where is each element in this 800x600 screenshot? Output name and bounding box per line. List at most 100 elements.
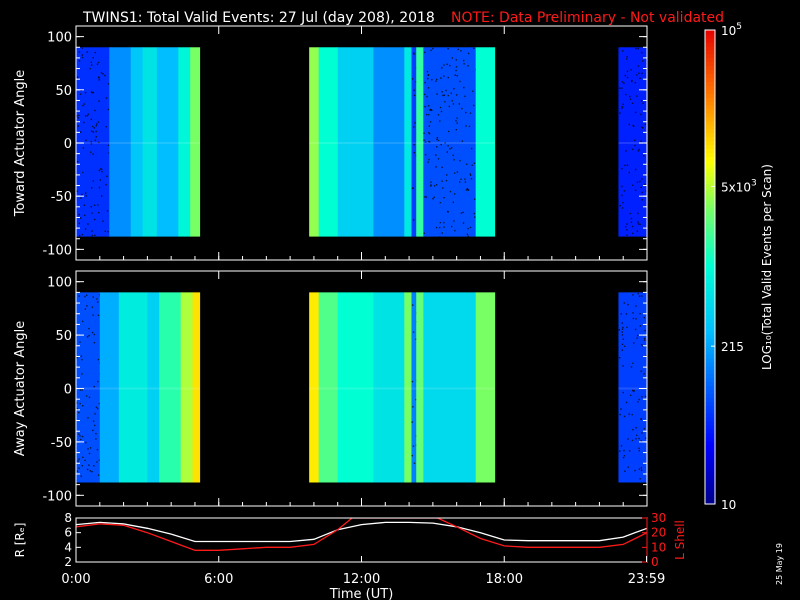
heatmap-speckle [631,439,634,442]
colorbar-step [705,492,715,497]
heatmap-speckle [465,189,468,191]
colorbar-step [705,85,715,90]
colorbar-step [705,409,715,414]
colorbar-step [705,393,715,398]
heatmap-speckle [101,195,103,197]
heatmap-speckle [428,133,431,135]
colorbar-step [705,476,715,481]
heatmap-speckle [91,331,94,334]
heatmap-speckle [447,76,449,79]
heatmap-speckle [80,131,82,133]
colorbar-step [705,93,715,98]
heatmap-speckle [643,337,646,340]
heatmap-speckle [104,74,106,77]
heatmap-speckle [466,233,469,236]
heatmap-speckle [440,77,442,79]
heatmap-column [416,47,424,237]
heatmap-speckle [644,329,646,332]
colorbar-step [705,180,715,185]
heatmap-speckle [424,154,427,156]
heatmap-speckle [99,179,101,181]
heatmap-speckle [624,74,627,77]
heatmap-speckle [424,51,426,54]
heatmap-speckle [81,464,83,467]
heatmap-speckle [630,217,633,220]
heatmap-speckle [81,373,83,375]
colorbar-step [705,33,715,39]
heatmap-speckle [631,413,633,416]
heatmap-speckle [439,106,442,109]
heatmap-speckle [427,161,429,163]
heatmap-speckle [643,427,645,430]
heatmap-speckle [452,201,455,203]
heatmap-speckle [95,136,97,138]
heatmap-speckle [440,143,442,146]
colorbar-step [705,472,715,477]
heatmap-speckle [631,80,633,83]
heatmap-speckle [632,317,635,320]
heatmap-speckle [445,89,447,92]
heatmap-speckle [637,212,639,215]
heatmap-speckle [631,225,634,228]
colorbar-step [705,428,715,434]
heatmap-speckle [435,226,438,229]
heatmap-speckle [635,111,637,114]
colorbar-step [705,188,715,193]
heatmap-speckle [90,141,92,143]
heatmap-speckle [639,223,641,226]
colorbar-step [705,109,715,114]
heatmap-speckle [465,163,468,165]
heatmap-speckle [78,234,81,237]
heatmap-speckle [622,456,625,459]
heatmap-speckle [455,128,457,131]
heatmap-speckle [77,125,79,127]
colorbar-step [705,105,715,110]
heatmap-speckle [625,150,627,152]
heatmap-column [76,292,101,483]
heatmap-column [618,47,648,237]
heatmap-speckle [415,81,417,83]
colorbar-step [705,152,715,157]
y-axis-label: Away Actuator Angle [13,321,28,456]
heatmap-speckle [430,184,432,186]
heatmap-column [309,292,320,483]
heatmap-speckle [95,130,97,133]
heatmap-speckle [453,220,455,222]
heatmap-speckle [626,76,629,79]
heatmap-speckle [624,164,626,167]
heatmap-speckle [638,447,640,450]
heatmap-speckle [81,435,84,438]
heatmap-speckle [81,389,83,391]
heatmap-speckle [640,440,642,442]
heatmap-speckle [641,295,643,297]
heatmap-speckle [96,407,99,410]
heatmap-speckle [88,452,91,455]
heatmap-speckle [105,97,108,99]
heatmap-speckle [78,467,80,469]
heatmap-speckle [621,334,624,336]
heatmap-speckle [413,94,416,97]
heatmap-speckle [458,103,461,105]
heatmap-speckle [432,197,434,200]
heatmap-speckle [623,415,626,418]
heatmap-speckle [621,167,623,170]
colorbar-step [705,330,715,335]
heatmap-speckle [460,178,462,180]
colorbar-step [705,286,715,292]
heatmap-column [411,47,417,237]
heatmap-speckle [639,180,641,183]
heatmap-speckle [467,227,469,230]
heatmap-speckle [80,217,82,219]
heatmap-speckle [470,147,473,150]
heatmap-column [318,292,339,483]
heatmap-speckle [634,328,637,331]
colorbar-step [705,425,715,430]
colorbar-step [705,369,715,375]
heatmap-speckle [474,216,476,218]
heatmap-speckle [95,438,97,440]
y2-axis-label: L Shell [673,520,687,560]
heatmap-speckle [85,195,87,197]
colorbar-step [705,172,715,177]
heatmap-speckle [626,229,628,231]
